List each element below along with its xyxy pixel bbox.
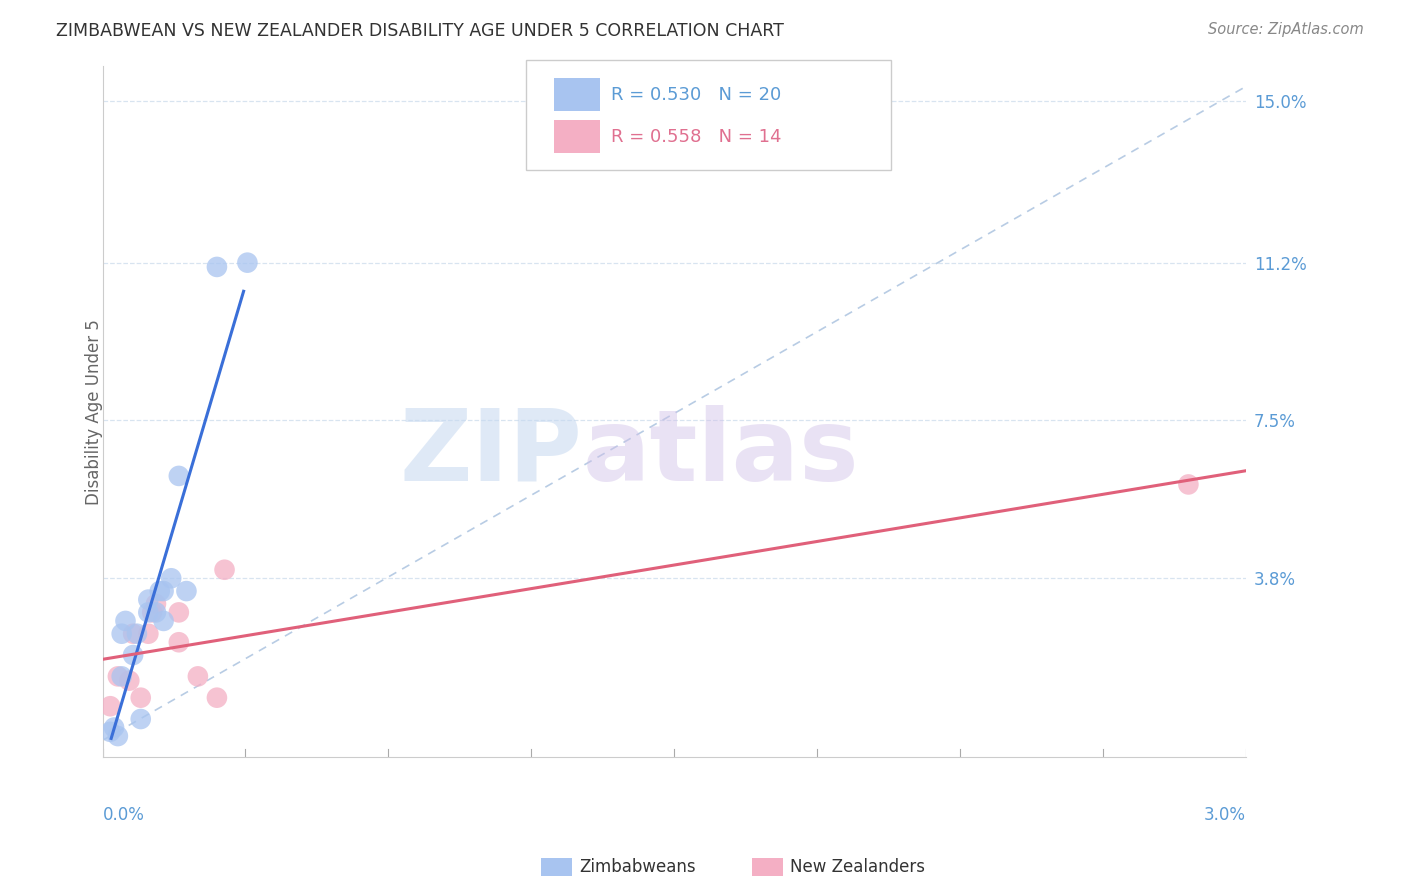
Text: R = 0.558   N = 14: R = 0.558 N = 14: [612, 128, 782, 146]
Point: [138, 606, 160, 620]
FancyBboxPatch shape: [554, 78, 600, 112]
Text: Source: ZipAtlas.com: Source: ZipAtlas.com: [1208, 22, 1364, 37]
Point: [152, 584, 174, 599]
Point: [149, 584, 172, 599]
Point: [205, 260, 228, 274]
Point: [111, 626, 134, 640]
Point: [1177, 477, 1199, 491]
Text: atlas: atlas: [582, 405, 859, 502]
Point: [145, 606, 167, 620]
Point: [103, 721, 125, 735]
Text: New Zealanders: New Zealanders: [790, 858, 925, 876]
Point: [176, 584, 198, 599]
Point: [98, 724, 121, 739]
Point: [167, 635, 190, 649]
Text: R = 0.530   N = 20: R = 0.530 N = 20: [612, 87, 782, 104]
Point: [129, 690, 152, 705]
Point: [114, 614, 136, 628]
Point: [122, 626, 145, 640]
FancyBboxPatch shape: [526, 60, 891, 170]
Point: [160, 571, 183, 585]
Point: [107, 669, 129, 683]
Point: [152, 614, 174, 628]
Point: [167, 606, 190, 620]
Text: 3.0%: 3.0%: [1204, 805, 1246, 824]
Point: [138, 626, 160, 640]
Text: 0.0%: 0.0%: [103, 805, 145, 824]
Point: [118, 673, 141, 688]
Point: [145, 597, 167, 611]
Point: [205, 690, 228, 705]
Point: [167, 469, 190, 483]
Point: [98, 699, 121, 714]
Text: ZIP: ZIP: [399, 405, 582, 502]
Text: Zimbabweans: Zimbabweans: [579, 858, 696, 876]
Point: [138, 592, 160, 607]
Text: ZIMBABWEAN VS NEW ZEALANDER DISABILITY AGE UNDER 5 CORRELATION CHART: ZIMBABWEAN VS NEW ZEALANDER DISABILITY A…: [56, 22, 785, 40]
FancyBboxPatch shape: [554, 120, 600, 153]
Point: [111, 669, 134, 683]
Point: [214, 563, 236, 577]
Point: [129, 712, 152, 726]
Point: [122, 648, 145, 662]
Y-axis label: Disability Age Under 5: Disability Age Under 5: [86, 319, 103, 505]
Point: [187, 669, 209, 683]
Point: [236, 255, 259, 269]
Point: [141, 606, 163, 620]
Point: [125, 626, 148, 640]
Point: [107, 729, 129, 743]
